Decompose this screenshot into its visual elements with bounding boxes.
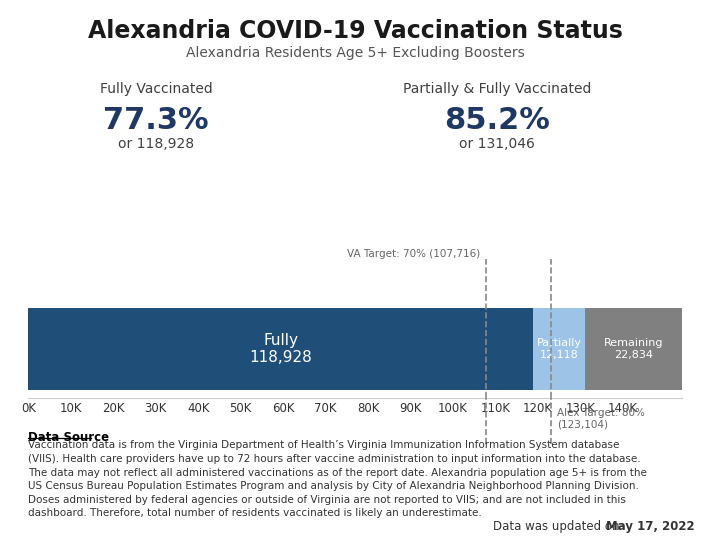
Bar [533,308,584,390]
Text: 77.3%: 77.3% [104,106,209,135]
Text: VA Target: 70% (107,716): VA Target: 70% (107,716) [346,249,480,259]
Text: Partially
12,118: Partially 12,118 [537,338,581,360]
Text: or 131,046: or 131,046 [459,137,535,152]
Text: Alex Target: 80%
(123,104): Alex Target: 80% (123,104) [557,408,645,429]
Bar [28,308,533,390]
Text: Partially & Fully Vaccinated: Partially & Fully Vaccinated [403,82,591,96]
Text: Vaccination data is from the Virginia Department of Health’s Virginia Immunizati: Vaccination data is from the Virginia De… [28,440,648,518]
Text: Fully Vaccinated: Fully Vaccinated [100,82,212,96]
Text: Alexandria COVID-19 Vaccination Status: Alexandria COVID-19 Vaccination Status [87,19,623,43]
Text: Fully
118,928: Fully 118,928 [249,332,312,365]
Text: Data was updated on: Data was updated on [493,520,623,533]
Text: 85.2%: 85.2% [444,106,550,135]
Bar [584,308,682,390]
Text: Remaining
22,834: Remaining 22,834 [604,338,663,360]
Text: or 118,928: or 118,928 [118,137,195,152]
Text: May 17, 2022: May 17, 2022 [606,520,694,533]
Text: Alexandria Residents Age 5+ Excluding Boosters: Alexandria Residents Age 5+ Excluding Bo… [185,46,525,60]
Text: Data Source: Data Source [28,431,109,444]
